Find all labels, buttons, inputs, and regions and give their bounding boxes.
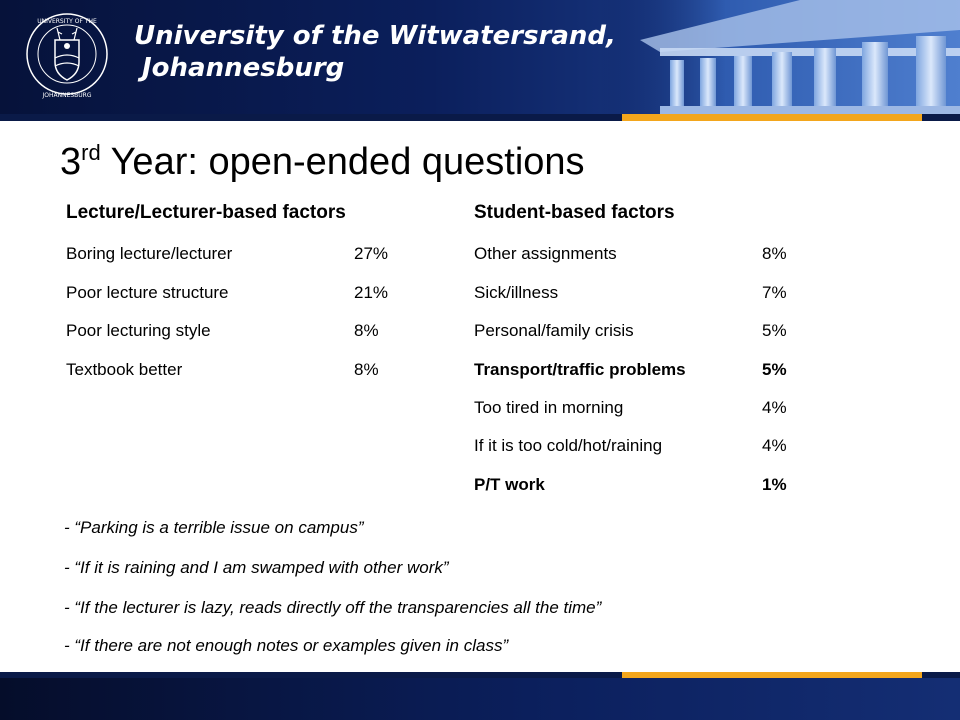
lecture-factor-label: Textbook better	[66, 360, 183, 379]
footer-divider-stripe	[0, 672, 960, 678]
student-factor-label: P/T work	[474, 475, 545, 494]
university-name: University of the Witwatersrand, Johanne…	[134, 20, 616, 84]
university-name-line2: Johannesburg	[142, 53, 345, 83]
header-gold-accent	[622, 114, 922, 121]
student-factor-value: 5%	[762, 360, 787, 379]
title-number: 3	[60, 141, 82, 183]
title-superscript: rd	[81, 140, 101, 165]
student-factor-label: Transport/traffic problems	[474, 360, 686, 379]
svg-text:JOHANNESBURG: JOHANNESBURG	[41, 92, 91, 99]
header-banner: UNIVERSITY OF THE JOHANNESBURG Universit…	[0, 0, 960, 114]
student-factor-label: Personal/family crisis	[474, 321, 634, 340]
lecture-factor-label: Boring lecture/lecturer	[66, 244, 233, 263]
student-factor-value: 4%	[762, 436, 787, 455]
building-columns-image	[600, 0, 960, 114]
student-factor-value: 7%	[762, 283, 787, 302]
lecture-factor-value: 21%	[354, 283, 389, 302]
lecture-factor-label: Poor lecture structure	[66, 283, 229, 302]
svg-text:UNIVERSITY OF THE: UNIVERSITY OF THE	[37, 18, 97, 25]
student-factor-value: 4%	[762, 398, 787, 417]
lecture-factors-heading: Lecture/Lecturer-based factors	[66, 202, 346, 223]
footer-band	[0, 678, 960, 720]
student-factor-label: Other assignments	[474, 244, 617, 263]
student-quote: - “If the lecturer is lazy, reads direct…	[64, 598, 602, 617]
student-factor-value: 8%	[762, 244, 787, 263]
title-text: Year: open-ended questions	[100, 141, 585, 183]
student-quote: - “Parking is a terrible issue on campus…	[64, 518, 364, 537]
university-name-line1: University of the Witwatersrand,	[134, 21, 616, 51]
student-factor-label: Too tired in morning	[474, 398, 624, 417]
student-factors-heading: Student-based factors	[474, 202, 675, 223]
footer-gold-accent	[622, 672, 922, 678]
student-factor-value: 5%	[762, 321, 787, 340]
student-factor-label: If it is too cold/hot/raining	[474, 436, 663, 455]
lecture-factor-value: 8%	[354, 321, 379, 340]
lecture-factor-value: 27%	[354, 244, 389, 263]
student-factor-value: 1%	[762, 475, 787, 494]
header-divider-stripe	[0, 114, 960, 121]
university-crest-logo: UNIVERSITY OF THE JOHANNESBURG	[26, 13, 108, 99]
lecture-factor-value: 8%	[354, 360, 379, 379]
slide-title: 3rd Year: open-ended questions	[60, 140, 585, 184]
lecture-factor-label: Poor lecturing style	[66, 321, 211, 340]
student-quote: - “If there are not enough notes or exam…	[64, 636, 509, 655]
student-quote: - “If it is raining and I am swamped wit…	[64, 558, 449, 577]
student-factor-label: Sick/illness	[474, 283, 559, 302]
